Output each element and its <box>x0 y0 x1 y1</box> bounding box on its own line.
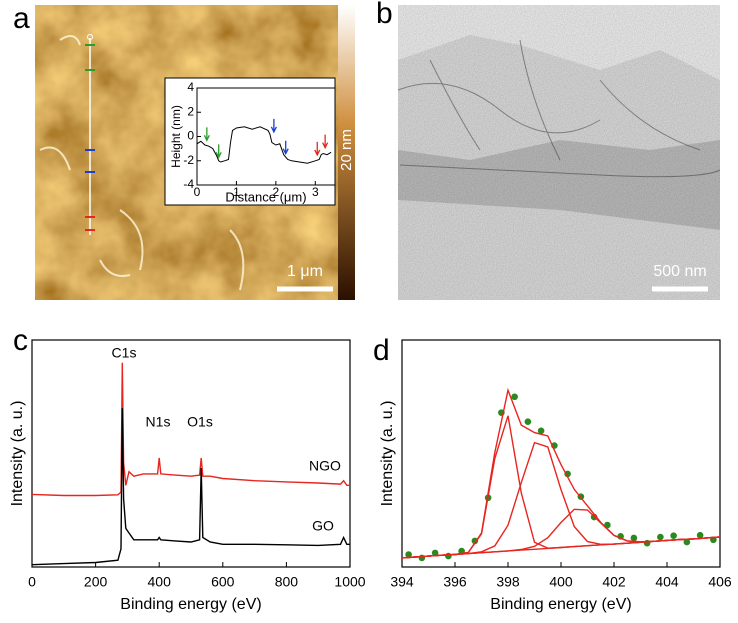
afm-panel: 1 μm 20 nm a -4 -2 0 2 4 0 1 2 3 Distance (μm) Hei… <box>13 2 355 300</box>
tem-wrinkles <box>397 39 721 178</box>
y-tick-label: -2 <box>183 153 194 167</box>
panel-label: b <box>376 0 393 30</box>
panel-label: d <box>373 334 390 367</box>
tem-sheet <box>398 35 720 300</box>
data-point <box>630 534 638 542</box>
data-point <box>445 552 452 560</box>
x-tick-label: 400 <box>549 574 573 590</box>
x-tick-label: 404 <box>655 574 679 590</box>
x-tick-label: 398 <box>496 574 520 590</box>
panel-label: a <box>13 2 30 35</box>
plot: 394 396 398 400 402 404 406 Binding energy (eV)… <box>373 334 732 613</box>
series-line <box>401 536 721 559</box>
colorbar-label: 20 nm <box>338 129 355 171</box>
height-profile <box>196 126 332 164</box>
peak-annotation: C1s <box>112 345 137 361</box>
series-label: GO <box>312 518 334 534</box>
scale-bar-label: 1 μm <box>287 263 323 280</box>
y-axis-title: Intensity (a. u.) <box>379 401 396 507</box>
profile-arrow <box>314 141 321 157</box>
data-point <box>564 470 571 478</box>
profile-arrow <box>322 134 329 150</box>
data-point <box>683 538 691 546</box>
y-tick-label: 0 <box>187 129 194 143</box>
x-tick-label: 402 <box>602 574 626 590</box>
x-tick-label: 600 <box>211 574 235 590</box>
x-tick-label: 394 <box>390 574 414 590</box>
x-tick-label: 396 <box>443 574 467 590</box>
panel-label: c <box>13 324 28 357</box>
x-tick-label: 200 <box>84 574 108 590</box>
series-line <box>31 408 350 566</box>
x-tick-label: 0 <box>28 574 36 590</box>
profile-arrow <box>270 118 277 134</box>
data-point <box>405 551 412 558</box>
data-point <box>670 532 677 539</box>
data-point <box>696 531 704 539</box>
inset-background <box>164 77 336 206</box>
y-tick-label: 4 <box>187 80 194 94</box>
x-tick-label: 400 <box>148 574 172 590</box>
x-tick-label: 0 <box>194 185 201 199</box>
x-axis-title: Binding energy (eV) <box>120 596 261 613</box>
y-tick-label: -4 <box>183 177 194 191</box>
series-label: NGO <box>309 458 341 474</box>
data-point <box>657 533 664 541</box>
data-point <box>511 393 518 401</box>
profile-arrow <box>215 144 222 159</box>
x-tick-label: 3 <box>312 185 319 199</box>
colorbar <box>338 5 355 300</box>
y-tick-label: 2 <box>187 104 194 118</box>
afm-features <box>39 35 245 291</box>
scale-bar-label: 500 nm <box>653 263 706 280</box>
profile-arrow <box>282 140 289 156</box>
tem-panel: 500 nm b <box>376 0 721 300</box>
data-point <box>524 418 532 426</box>
x-tick-label: 1000 <box>334 574 365 590</box>
data-point <box>431 549 439 557</box>
peak-annotation: N1s <box>146 414 171 430</box>
profile-start <box>87 34 93 40</box>
x-axis-title: Distance (μm) <box>225 189 306 204</box>
x-tick-label: 2 <box>273 185 280 199</box>
profile-arrow <box>203 127 210 142</box>
data-point <box>418 554 426 562</box>
y-axis-title: Intensity (a. u.) <box>9 401 26 507</box>
survey-panel: C1s N1s O1s NGO GO <box>112 345 342 534</box>
peak-annotation: O1s <box>187 414 213 430</box>
x-axis-title: Binding energy (eV) <box>490 596 631 613</box>
x-tick-label: 800 <box>275 574 299 590</box>
tem-image <box>398 5 720 300</box>
tem-sheet <box>398 140 720 230</box>
plot-frame <box>31 339 351 568</box>
x-tick-label: 1 <box>233 185 240 199</box>
x-tick-label: 406 <box>708 574 732 590</box>
y-axis-title: Height (nm) <box>169 105 183 168</box>
plot: 0 200 400 600 800 1000 Binding energy (eV) Inte… <box>9 324 366 613</box>
data-point <box>537 427 545 435</box>
